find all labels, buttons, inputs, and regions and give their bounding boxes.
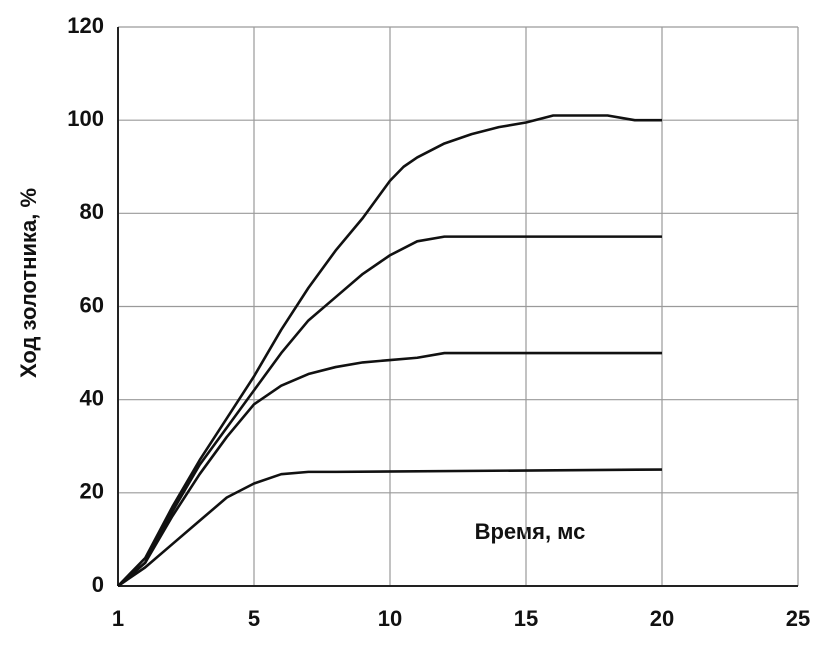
x-tick-label: 25 xyxy=(786,606,810,631)
y-tick-label: 80 xyxy=(80,199,104,224)
x-tick-label: 5 xyxy=(248,606,260,631)
x-tick-label: 10 xyxy=(378,606,402,631)
y-tick-label: 100 xyxy=(67,106,104,131)
y-tick-label: 120 xyxy=(67,13,104,38)
x-axis-label: Время, мс xyxy=(475,519,586,544)
data-line xyxy=(117,235,662,587)
y-axis-label: Ход золотника, % xyxy=(16,188,41,378)
y-tick-label: 20 xyxy=(80,479,104,504)
y-tick-label: 40 xyxy=(80,385,104,410)
y-tick-label: 0 xyxy=(92,572,104,597)
x-tick-label: 15 xyxy=(514,606,538,631)
x-tick-label: 1 xyxy=(112,606,124,631)
data-line xyxy=(117,351,662,587)
data-line xyxy=(117,468,663,588)
x-tick-label: 20 xyxy=(650,606,674,631)
data-line xyxy=(117,114,662,587)
y-tick-label: 60 xyxy=(80,292,104,317)
